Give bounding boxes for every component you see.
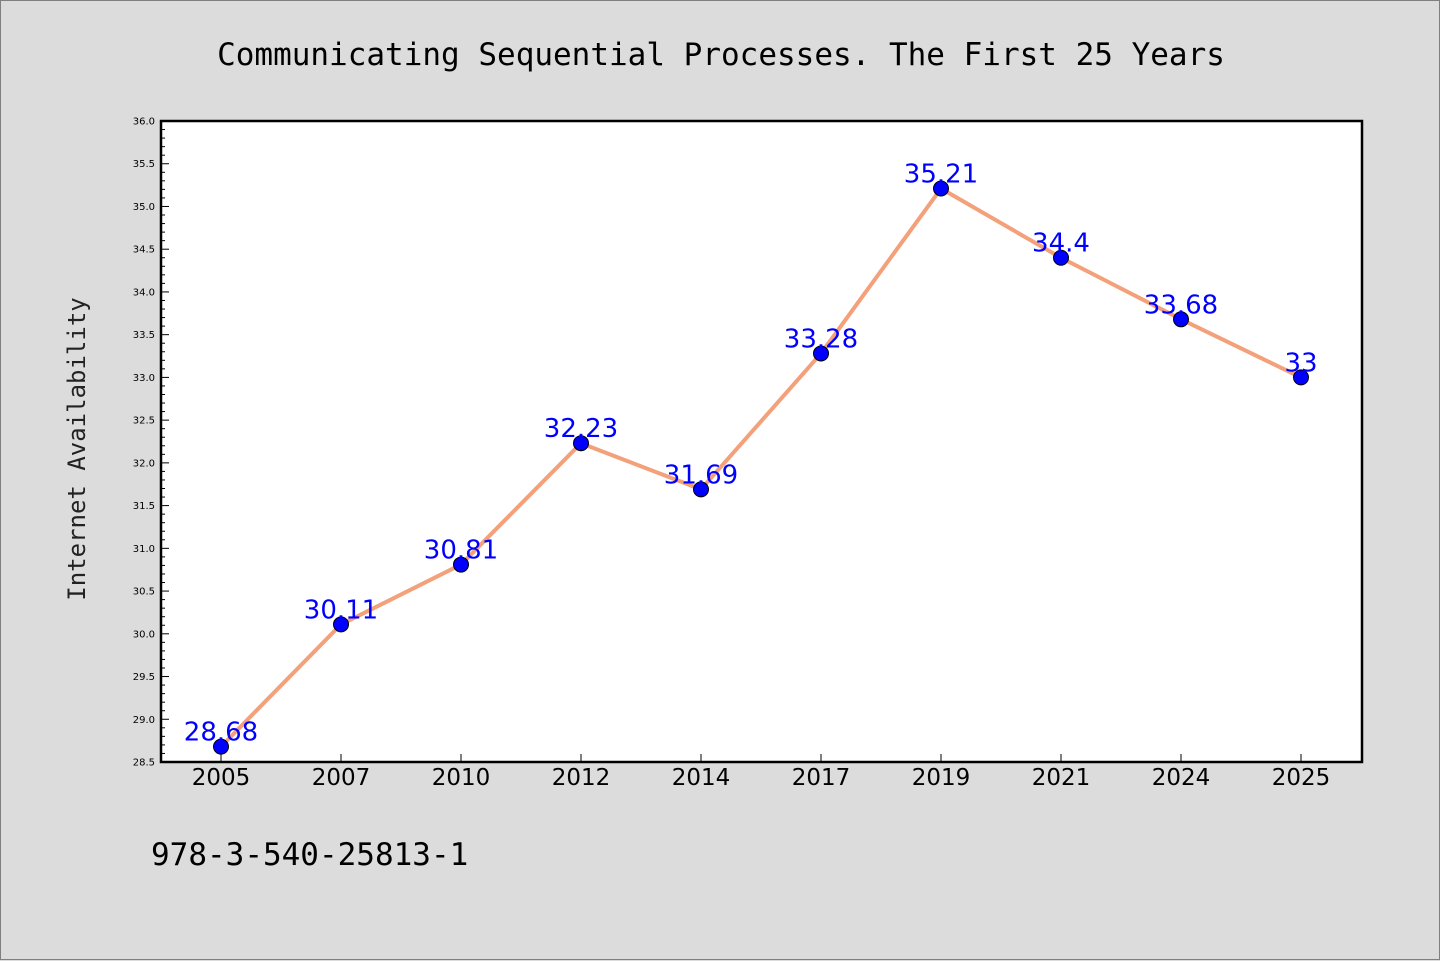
y-tick-label: 31.0 — [133, 544, 155, 555]
y-tick-label: 33.0 — [133, 373, 155, 384]
y-tick-label: 36.0 — [133, 117, 155, 128]
data-point-marker — [213, 738, 229, 755]
series-line — [219, 186, 1303, 749]
data-point-marker — [933, 180, 949, 197]
data-label: 35.21 — [904, 160, 978, 190]
data-point-marker — [333, 616, 349, 633]
x-axis: 2005 2007 2010 2012 2014 2017 2019 2021 2024 2025 — [192, 754, 1331, 791]
data-label: 30.11 — [304, 595, 378, 625]
x-tick-label: 2014 — [672, 765, 731, 791]
chart-title: Communicating Sequential Processes. The … — [217, 37, 1225, 73]
data-label: 33.68 — [1144, 290, 1218, 320]
y-tick-label: 34.5 — [133, 245, 155, 256]
series-line-group — [213, 180, 1309, 755]
x-tick-label: 2012 — [552, 765, 611, 791]
data-point-marker — [1173, 311, 1189, 328]
y-tick-label: 32.0 — [133, 458, 155, 469]
plot-area — [159, 119, 1364, 764]
x-tick-label: 2017 — [792, 765, 851, 791]
y-tick-label: 34.0 — [133, 287, 155, 298]
y-tick-label: 31.5 — [133, 501, 155, 512]
x-tick-label: 2010 — [432, 765, 491, 791]
y-tick-label: 29.5 — [133, 672, 155, 683]
y-tick-label: 35.5 — [133, 159, 155, 170]
data-point-marker — [453, 556, 469, 573]
y-tick-label: 28.5 — [133, 758, 155, 769]
x-tick-label: 2019 — [912, 765, 971, 791]
y-tick-label: 35.0 — [133, 202, 155, 213]
isbn-footer: 978-3-540-25813-1 — [151, 837, 468, 873]
data-point-marker — [573, 435, 589, 452]
data-label: 33 — [1284, 348, 1317, 378]
y-tick-label: 29.0 — [133, 715, 155, 726]
data-point-marker — [1293, 369, 1309, 386]
x-tick-label: 2021 — [1032, 765, 1091, 791]
data-point-marker — [693, 481, 709, 498]
data-labels: 28.68 30.11 30.81 32.23 31.69 33.28 35.21 34.4 3… — [184, 160, 1318, 748]
x-tick-label: 2005 — [192, 765, 251, 791]
y-axis-label: Internet Availability — [63, 297, 91, 600]
data-label: 32.23 — [544, 414, 618, 444]
x-tick-label: 2007 — [312, 765, 371, 791]
x-tick-label: 2024 — [1152, 765, 1211, 791]
data-point-marker — [813, 345, 829, 362]
y-tick-label: 33.5 — [133, 330, 155, 341]
x-tick-label: 2025 — [1272, 765, 1331, 791]
data-label: 31.69 — [664, 460, 738, 490]
data-label: 30.81 — [424, 536, 498, 566]
y-tick-label: 30.5 — [133, 587, 155, 598]
data-label: 34.4 — [1032, 229, 1090, 259]
data-point-marker — [1053, 249, 1069, 266]
y-tick-label: 32.5 — [133, 416, 155, 427]
y-tick-label: 30.0 — [133, 629, 155, 640]
y-axis: 28.5 29.0 29.5 30.0 30.5 31.0 31.5 32.0 32.5 33.0… — [133, 117, 169, 769]
data-label: 33.28 — [784, 324, 858, 354]
data-label: 28.68 — [184, 718, 258, 748]
